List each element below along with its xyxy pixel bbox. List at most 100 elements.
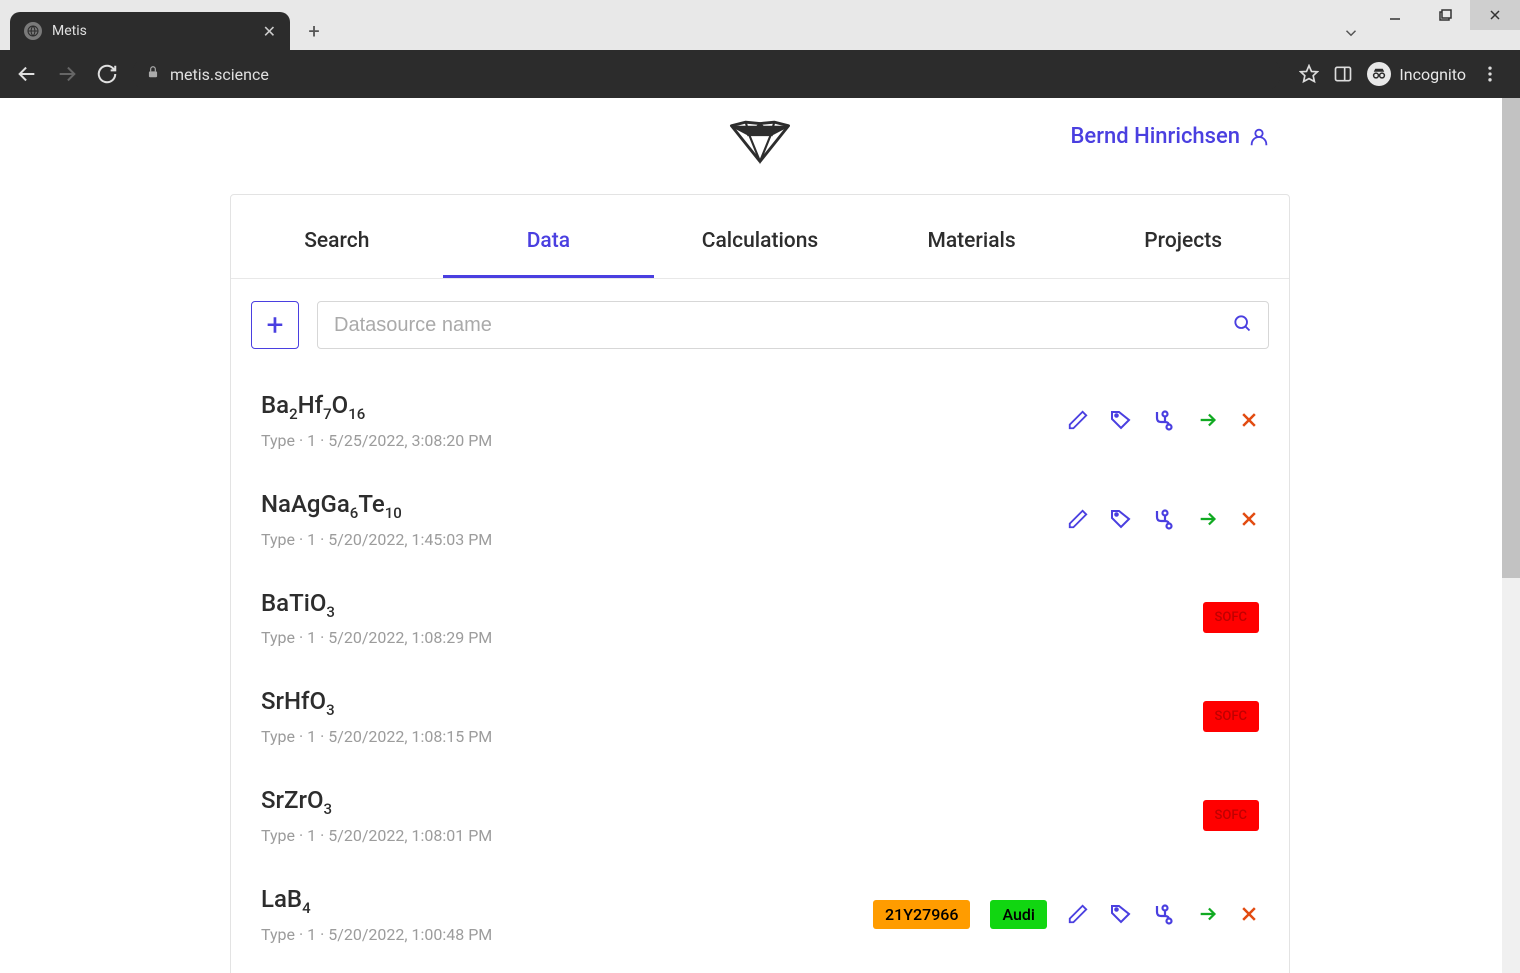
add-button[interactable]: + [251, 301, 299, 349]
search-input[interactable] [334, 314, 1232, 337]
action-icons [1067, 902, 1259, 926]
meta: Type · 1 · 5/20/2022, 1:08:29 PM [261, 628, 1203, 647]
menu-icon[interactable] [1480, 64, 1500, 84]
header: Bernd Hinrichsen [0, 104, 1520, 176]
tag-icon[interactable] [1109, 408, 1133, 432]
delete-icon[interactable] [1239, 509, 1259, 529]
forward-button[interactable] [52, 59, 82, 89]
go-icon[interactable] [1197, 903, 1219, 925]
lock-icon [146, 65, 160, 83]
search-wrap [317, 301, 1269, 349]
url-box[interactable]: metis.science [132, 57, 1281, 91]
meta: Type · 1 · 5/25/2022, 3:08:20 PM [261, 431, 1067, 450]
branch-icon[interactable] [1153, 902, 1177, 926]
tab-title: Metis [52, 23, 253, 39]
badge[interactable]: SOFC [1203, 701, 1259, 732]
list-item[interactable]: BaTiO3 Type · 1 · 5/20/2022, 1:08:29 PMSO… [255, 569, 1265, 668]
tab-close-icon[interactable]: ✕ [263, 22, 276, 41]
list-item[interactable]: Ba2Hf7O16 Type · 1 · 5/25/2022, 3:08:20 P… [255, 371, 1265, 470]
go-icon[interactable] [1197, 409, 1219, 431]
edit-icon[interactable] [1067, 508, 1089, 530]
window-controls [1370, 0, 1520, 34]
go-icon[interactable] [1197, 508, 1219, 530]
badge[interactable]: SOFC [1203, 800, 1259, 831]
toolbar: + [231, 279, 1289, 371]
formula: Ba2Hf7O16 [261, 391, 1067, 423]
formula: BaTiO3 [261, 589, 1203, 621]
maximize-button[interactable] [1420, 0, 1470, 30]
formula: LaB4 [261, 885, 873, 917]
tag-icon[interactable] [1109, 902, 1133, 926]
badge[interactable]: Audi [990, 900, 1047, 929]
close-button[interactable] [1470, 0, 1520, 30]
action-icons [1067, 507, 1259, 531]
incognito-badge[interactable]: Incognito [1367, 62, 1466, 86]
row-content: SrZrO3 Type · 1 · 5/20/2022, 1:08:01 PM [261, 786, 1203, 845]
row-content: NaAgGa6Te10 Type · 1 · 5/20/2022, 1:45:03… [261, 490, 1067, 549]
meta: Type · 1 · 5/20/2022, 1:45:03 PM [261, 530, 1067, 549]
formula: NaAgGa6Te10 [261, 490, 1067, 522]
list: Ba2Hf7O16 Type · 1 · 5/25/2022, 3:08:20 P… [231, 371, 1289, 973]
tab-projects[interactable]: Projects [1077, 229, 1289, 278]
row-right [1067, 408, 1259, 432]
titlebar: Metis ✕ + [0, 0, 1520, 50]
incognito-icon [1367, 62, 1391, 86]
delete-icon[interactable] [1239, 410, 1259, 430]
new-tab-button[interactable]: + [298, 15, 330, 47]
panel-icon[interactable] [1333, 64, 1353, 84]
edit-icon[interactable] [1067, 409, 1089, 431]
row-content: Ba2Hf7O16 Type · 1 · 5/25/2022, 3:08:20 P… [261, 391, 1067, 450]
row-right: SOFC [1203, 701, 1259, 732]
action-icons [1067, 408, 1259, 432]
row-right: SOFC [1203, 800, 1259, 831]
container: SearchDataCalculationsMaterialsProjects … [230, 194, 1290, 973]
url-text: metis.science [170, 65, 269, 84]
scrollbar-thumb[interactable] [1502, 98, 1520, 578]
search-icon[interactable] [1232, 313, 1252, 337]
list-item[interactable]: SrHfO3 Type · 1 · 5/20/2022, 1:08:15 PMSO… [255, 667, 1265, 766]
row-right: SOFC [1203, 602, 1259, 633]
row-content: BaTiO3 Type · 1 · 5/20/2022, 1:08:29 PM [261, 589, 1203, 648]
delete-icon[interactable] [1239, 904, 1259, 924]
list-item[interactable]: SrZrO3 Type · 1 · 5/20/2022, 1:08:01 PMSO… [255, 766, 1265, 865]
scrollbar[interactable] [1502, 98, 1520, 973]
branch-icon[interactable] [1153, 408, 1177, 432]
browser-tab[interactable]: Metis ✕ [10, 12, 290, 50]
back-button[interactable] [12, 59, 42, 89]
tab-calculations[interactable]: Calculations [654, 229, 866, 278]
user-icon [1248, 126, 1270, 148]
meta: Type · 1 · 5/20/2022, 1:08:15 PM [261, 727, 1203, 746]
meta: Type · 1 · 5/20/2022, 1:00:48 PM [261, 925, 873, 944]
formula: SrHfO3 [261, 687, 1203, 719]
page: Bernd Hinrichsen SearchDataCalculationsM… [0, 98, 1520, 973]
incognito-label: Incognito [1399, 65, 1466, 84]
tab-strip: Metis ✕ + [0, 12, 330, 50]
tab-data[interactable]: Data [443, 229, 655, 278]
meta: Type · 1 · 5/20/2022, 1:08:01 PM [261, 826, 1203, 845]
branch-icon[interactable] [1153, 507, 1177, 531]
tab-search[interactable]: Search [231, 229, 443, 278]
row-right [1067, 507, 1259, 531]
reload-button[interactable] [92, 59, 122, 89]
user-link[interactable]: Bernd Hinrichsen [1071, 124, 1270, 149]
minimize-button[interactable] [1370, 0, 1420, 30]
logo-icon[interactable] [724, 115, 796, 165]
badge[interactable]: SOFC [1203, 602, 1259, 633]
tabs: SearchDataCalculationsMaterialsProjects [231, 195, 1289, 279]
bookmark-icon[interactable] [1299, 64, 1319, 84]
row-right: 21Y27966 Audi [873, 900, 1259, 929]
row-content: LaB4 Type · 1 · 5/20/2022, 1:00:48 PM [261, 885, 873, 944]
list-item[interactable]: NaAgGa6Te10 Type · 1 · 5/20/2022, 1:45:03… [255, 470, 1265, 569]
tag-icon[interactable] [1109, 507, 1133, 531]
edit-icon[interactable] [1067, 903, 1089, 925]
formula: SrZrO3 [261, 786, 1203, 818]
tab-overflow-icon[interactable] [1342, 24, 1360, 46]
list-item[interactable]: LaB4 Type · 1 · 5/20/2022, 1:00:48 PM21Y2… [255, 865, 1265, 964]
browser-window: Metis ✕ + [0, 0, 1520, 973]
badge[interactable]: 21Y27966 [873, 900, 970, 929]
tab-materials[interactable]: Materials [866, 229, 1078, 278]
user-name: Bernd Hinrichsen [1071, 124, 1240, 149]
favicon-icon [24, 22, 42, 40]
addressbar: metis.science Incognito [0, 50, 1520, 98]
url-actions: Incognito [1291, 62, 1508, 86]
